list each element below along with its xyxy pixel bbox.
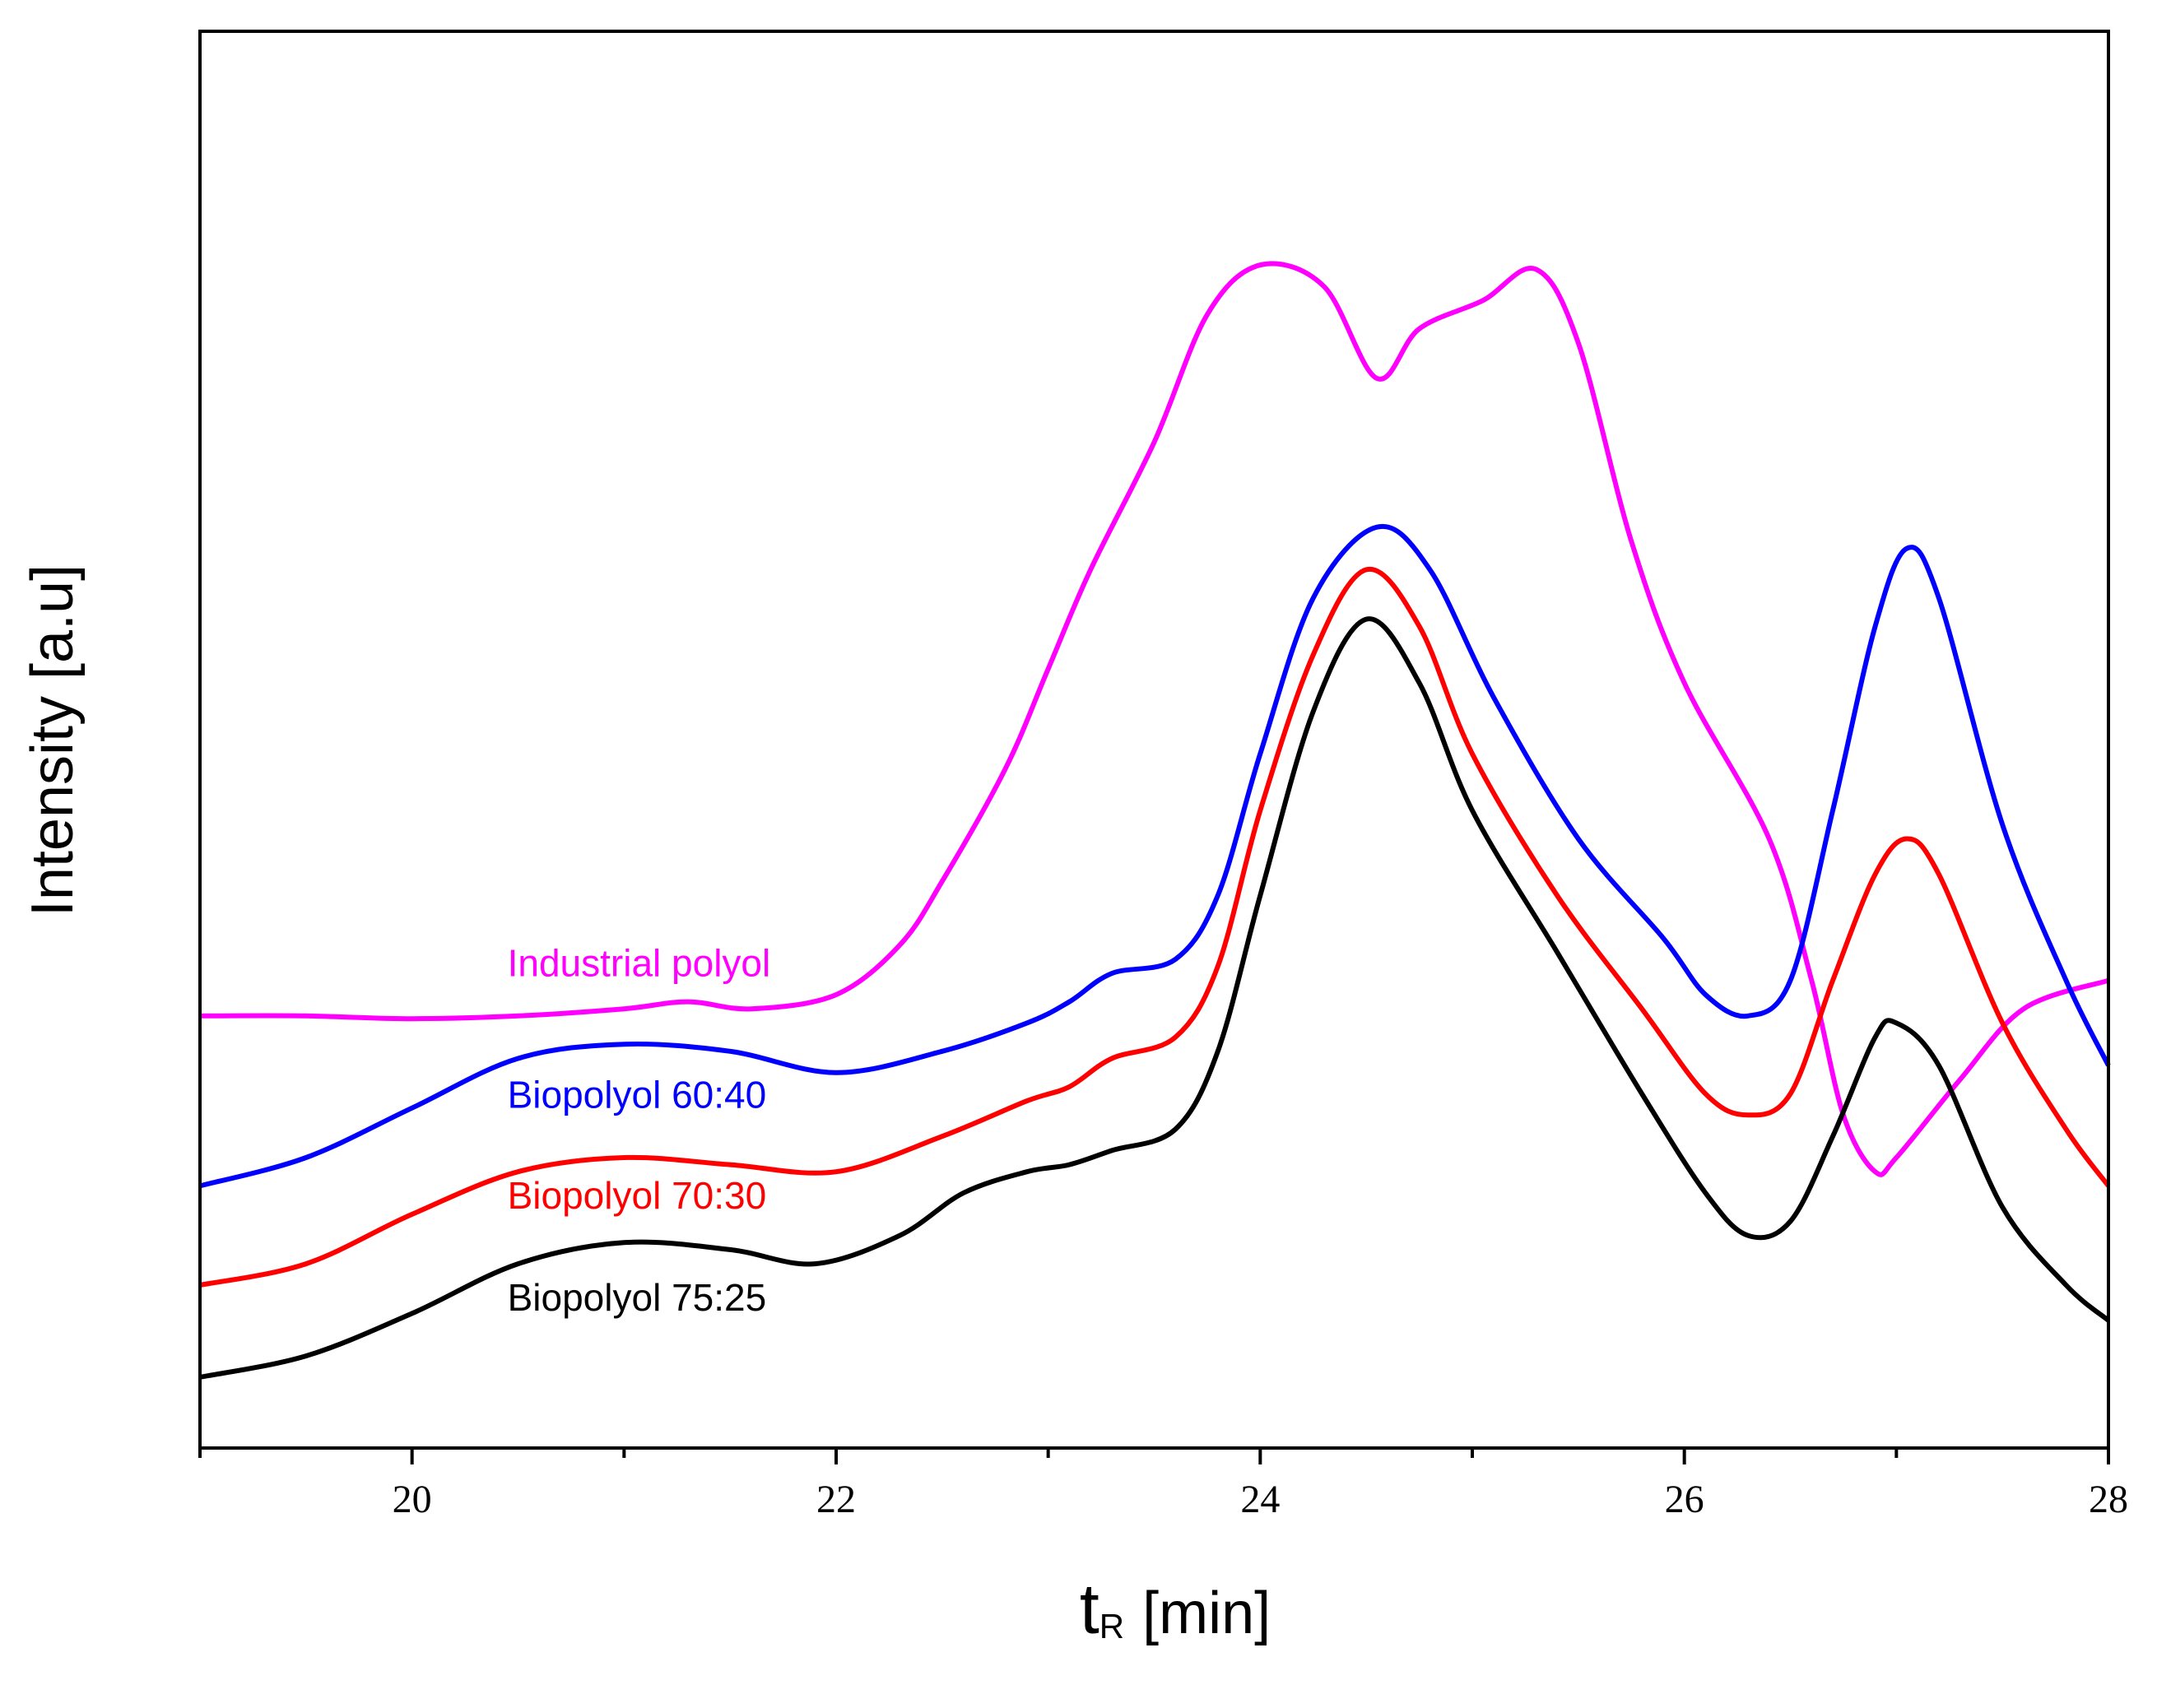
series-layer [199,261,2111,1380]
x-axis-title-main: t [1080,1570,1099,1649]
series-label-industrial-polyol: Industrial polyol [508,942,771,985]
x-axis: 20 22 24 26 28 [198,1448,2128,1521]
x-tick-label-20: 20 [393,1478,432,1521]
x-axis-title: tR [min] [1080,1570,1271,1649]
plot-frame [198,30,2110,1450]
x-axis-title-subscript: R [1099,1607,1124,1645]
x-axis-title-unit: [min] [1142,1580,1271,1646]
x-tick-label-22: 22 [816,1478,856,1521]
series-label-biopolyol-70-30: Biopolyol 70:30 [508,1174,767,1217]
series-label-biopolyol-60-40: Biopolyol 60:40 [508,1074,767,1116]
y-axis-title: Intensity [a.u] [20,564,86,917]
series-line-industrial-polyol [199,261,2109,1177]
x-tick-label-26: 26 [1665,1478,1704,1521]
series-line-biopolyol-75-25 [199,616,2110,1380]
series-line-biopolyol-70-30 [199,566,2111,1288]
x-tick-label-28: 28 [2089,1478,2128,1521]
annotation-layer: Industrial polyol Biopolyol 60:40 Biopolyo… [508,942,771,1319]
series-label-biopolyol-75-25: Biopolyol 75:25 [508,1276,767,1319]
series-line-biopolyol-60-40 [199,523,2111,1189]
x-tick-label-24: 24 [1240,1478,1280,1521]
